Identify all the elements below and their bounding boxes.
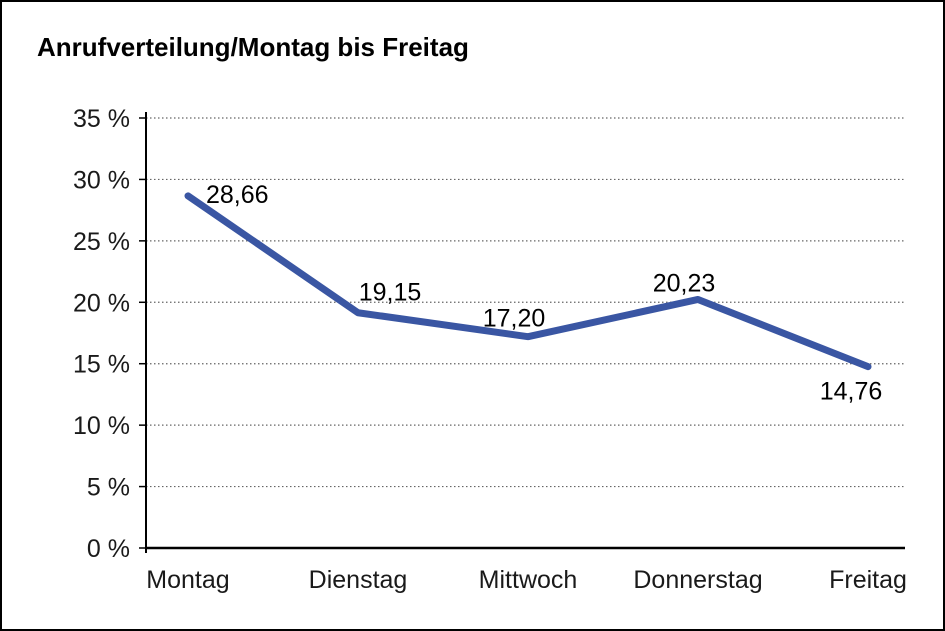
y-tick-label: 25 % <box>73 228 130 256</box>
y-tick-label: 20 % <box>73 289 130 317</box>
data-point-label: 28,66 <box>206 181 269 209</box>
y-tick-label: 5 % <box>87 474 130 502</box>
y-tick-label: 15 % <box>73 351 130 379</box>
y-tick-label: 30 % <box>73 166 130 194</box>
data-point-label: 19,15 <box>359 279 422 307</box>
chart-title: Anrufverteilung/Montag bis Freitag <box>37 32 469 62</box>
y-tick-label: 0 % <box>87 535 130 563</box>
x-category-label: Montag <box>146 566 229 594</box>
x-category-label: Dienstag <box>309 566 408 594</box>
x-category-label: Freitag <box>829 566 907 594</box>
data-point-label: 20,23 <box>653 269 716 297</box>
x-category-label: Mittwoch <box>479 566 578 594</box>
y-tick-label: 35 % <box>73 105 130 133</box>
series-line <box>184 192 872 371</box>
y-tick-label: 10 % <box>73 412 130 440</box>
x-category-label: Donnerstag <box>633 566 762 594</box>
data-point-label: 17,20 <box>483 305 546 333</box>
data-point-label: 14,76 <box>820 378 883 406</box>
